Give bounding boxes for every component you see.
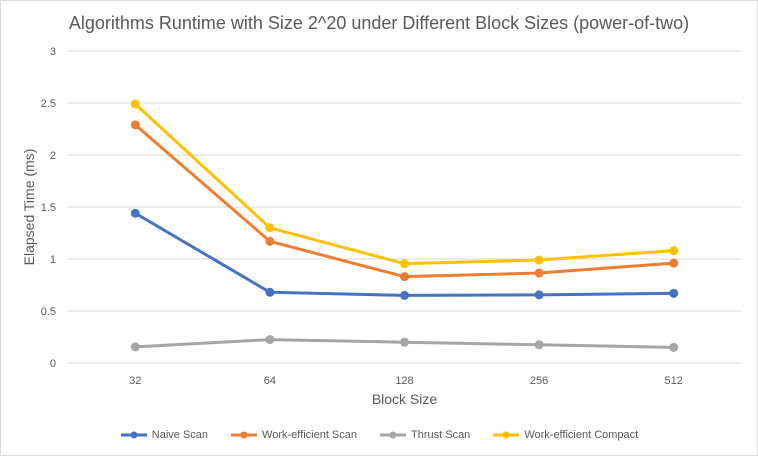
x-tick-label: 64 bbox=[264, 375, 276, 387]
legend-swatch bbox=[231, 431, 258, 439]
legend-item: Work-efficient Scan bbox=[230, 429, 357, 441]
legend-swatch bbox=[380, 431, 406, 439]
data-point bbox=[400, 290, 409, 300]
x-tick-label: 512 bbox=[665, 375, 683, 387]
data-point bbox=[534, 290, 544, 300]
data-point bbox=[400, 259, 409, 269]
legend-swatch bbox=[120, 431, 147, 439]
legend-label: Thrust Scan bbox=[411, 429, 471, 441]
series-line bbox=[133, 211, 676, 297]
y-tick-label: 3 bbox=[50, 46, 56, 58]
data-point bbox=[669, 258, 679, 268]
x-tick-label: 128 bbox=[395, 375, 413, 387]
chart-title: Algorithms Runtime with Size 2^20 under … bbox=[68, 13, 690, 33]
data-point bbox=[130, 208, 140, 218]
data-point bbox=[534, 340, 544, 350]
legend-item: Thrust Scan bbox=[379, 429, 470, 441]
legend-label: Work-efficient Compact bbox=[524, 429, 639, 441]
y-tick-label: 2.5 bbox=[41, 98, 56, 110]
legend-swatch bbox=[493, 431, 520, 439]
data-point bbox=[669, 246, 679, 256]
legend-item: Work-efficient Compact bbox=[492, 429, 638, 441]
x-tick-label: 256 bbox=[530, 375, 548, 387]
data-point bbox=[669, 288, 679, 298]
legend-label: Work-efficient Scan bbox=[262, 429, 357, 441]
legend-label: Naive Scan bbox=[151, 429, 209, 441]
data-point bbox=[130, 99, 140, 109]
x-tick-label: 32 bbox=[129, 375, 141, 387]
chart-legend: Naive Scan Work-efficient Scan Thrust Scan… bbox=[1, 429, 757, 441]
series-line bbox=[133, 102, 676, 266]
legend-item: Naive Scan bbox=[120, 429, 208, 441]
data-point bbox=[265, 335, 275, 345]
data-point bbox=[130, 120, 140, 130]
y-tick-label: 0.5 bbox=[41, 306, 56, 318]
data-point bbox=[669, 342, 679, 352]
data-point bbox=[265, 287, 275, 297]
y-tick-label: 2 bbox=[50, 150, 56, 162]
data-point bbox=[534, 255, 544, 265]
data-point bbox=[130, 342, 140, 352]
y-tick-label: 1 bbox=[50, 254, 56, 266]
data-point bbox=[265, 223, 275, 233]
data-point bbox=[534, 268, 544, 278]
data-point bbox=[400, 337, 409, 347]
series-line bbox=[133, 123, 676, 279]
y-axis-label: Elapsed Time (ms) bbox=[21, 149, 37, 266]
data-point bbox=[265, 236, 275, 246]
y-tick-label: 1.5 bbox=[41, 202, 56, 214]
x-axis-label: Block Size bbox=[372, 391, 438, 407]
y-tick-label: 0 bbox=[50, 358, 56, 370]
data-point bbox=[400, 272, 409, 282]
